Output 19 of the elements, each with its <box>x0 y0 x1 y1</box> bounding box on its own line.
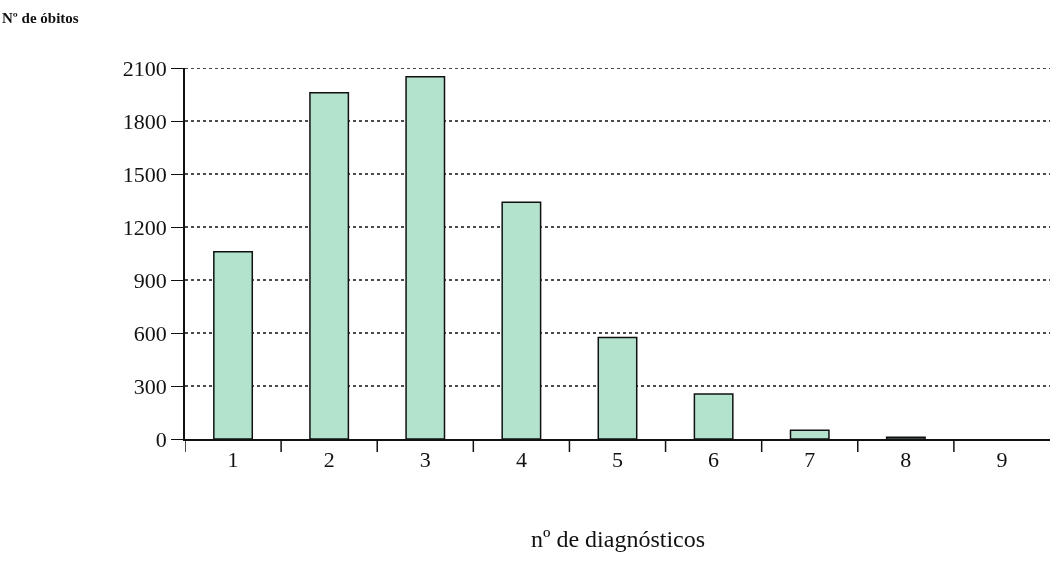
y-axis-title: Nº de óbitos <box>2 10 79 26</box>
y-tick-label: 1500 <box>122 161 167 187</box>
x-tick-label: 5 <box>612 447 623 473</box>
x-axis-title: nº de diagnósticos <box>531 526 706 552</box>
x-tick-label: 8 <box>900 447 912 473</box>
x-tick-label: 7 <box>804 447 816 473</box>
y-tick-label: 2100 <box>122 55 167 81</box>
x-tick-label: 6 <box>708 447 720 473</box>
x-tick-label: 9 <box>996 447 1008 473</box>
y-tick-label: 300 <box>133 373 167 399</box>
y-tick-label: 900 <box>133 267 167 293</box>
x-tick-label: 4 <box>515 447 527 473</box>
y-tick-label: 600 <box>133 320 167 346</box>
y-tick-label: 1200 <box>122 214 167 240</box>
x-tick-label: 2 <box>323 447 335 473</box>
x-tick-label: 1 <box>227 447 239 473</box>
x-tick-label: 3 <box>419 447 431 473</box>
y-tick-label: 0 <box>155 426 167 452</box>
y-tick-label: 1800 <box>122 108 167 134</box>
